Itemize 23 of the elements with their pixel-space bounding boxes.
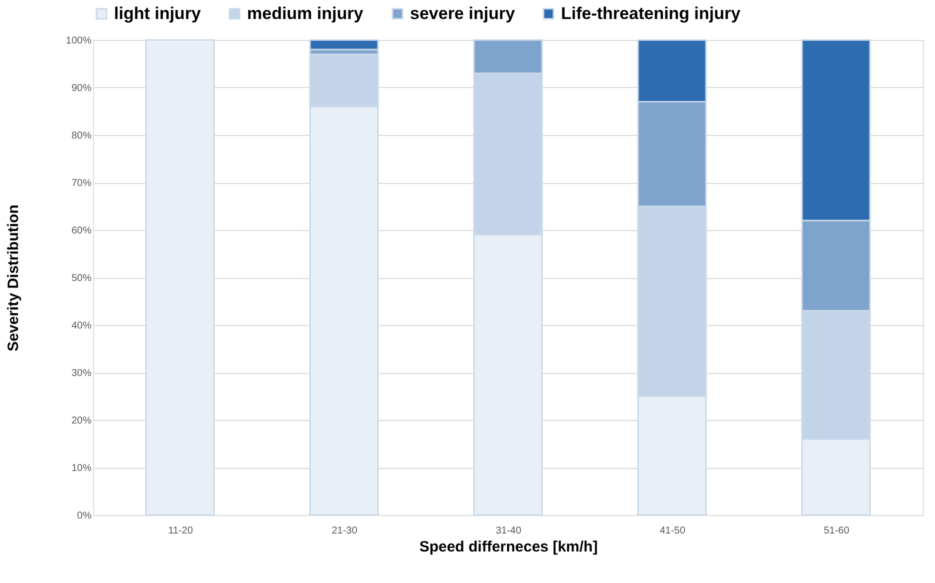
y-tick-label: 90% [71, 83, 92, 94]
bar [145, 39, 215, 516]
x-tick-label: 41-50 [660, 526, 686, 536]
y-tick-label: 60% [71, 226, 92, 236]
x-axis-title: Speed differneces [km/h] [419, 538, 598, 556]
y-tick-label: 0% [77, 510, 92, 522]
y-tick-label: 80% [71, 130, 92, 142]
y-tick-label: 10% [71, 463, 92, 474]
y-tick-label: 20% [71, 416, 92, 426]
y-tick-label: 100% [66, 36, 92, 46]
legend-label: light injury [114, 4, 202, 23]
y-tick-label: 40% [71, 320, 92, 332]
x-tick-label: 21-30 [332, 526, 358, 536]
y-axis-title: Severity Distribution [4, 204, 22, 352]
legend-label: Life-threatening injury [561, 4, 741, 23]
x-tick-label: 31-40 [496, 526, 522, 536]
legend-label: medium injury [247, 4, 364, 23]
y-tick-label: 70% [71, 178, 92, 189]
legend-label: severe injury [410, 4, 516, 23]
x-tick-label: 11-20 [168, 526, 194, 536]
x-tick-label: 51-60 [824, 526, 850, 536]
y-tick-label: 30% [71, 368, 92, 379]
y-tick-label: 50% [71, 273, 92, 284]
